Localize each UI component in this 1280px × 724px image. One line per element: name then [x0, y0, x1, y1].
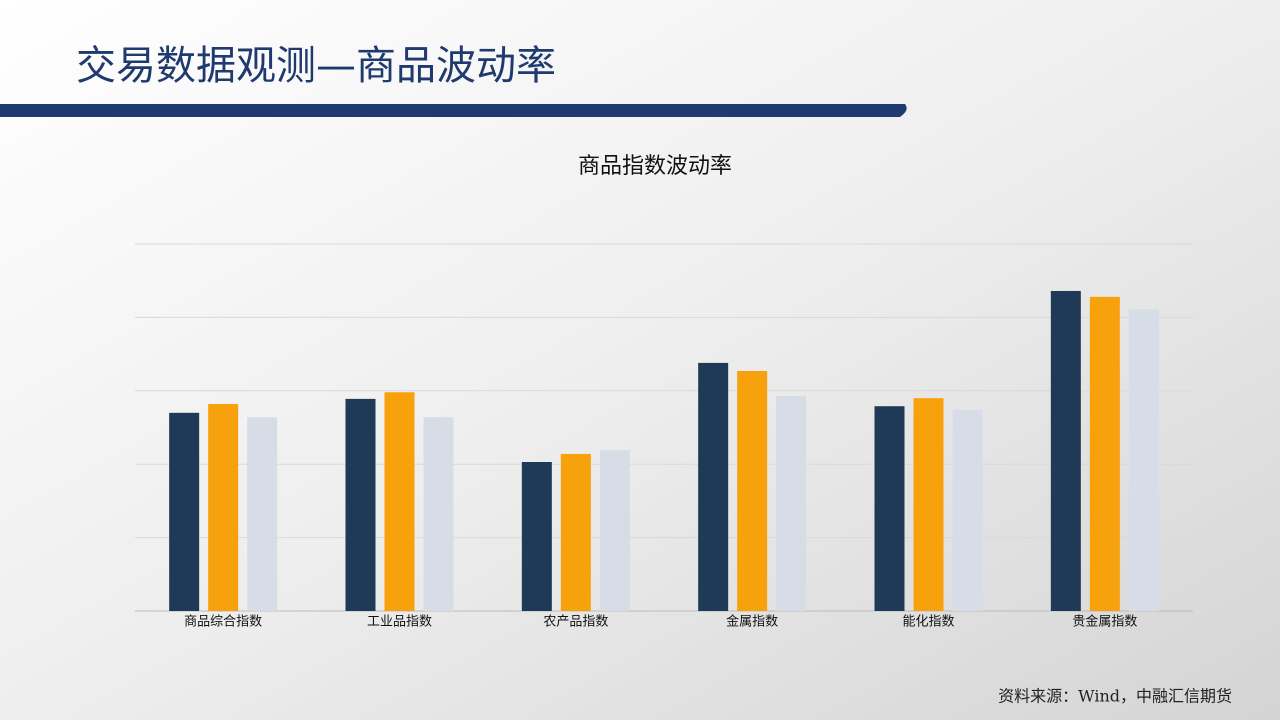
- x-tick-label: 农产品指数: [543, 615, 608, 630]
- bar: [1089, 296, 1120, 611]
- x-tick-label: 能化指数: [902, 615, 954, 630]
- bar: [874, 406, 905, 611]
- header-bar: [0, 104, 907, 117]
- bar: [1128, 309, 1159, 611]
- bar: [247, 417, 278, 611]
- x-tick-label: 商品综合指数: [184, 615, 262, 630]
- bar: [952, 409, 983, 611]
- bar: [737, 370, 768, 611]
- bar: [776, 395, 807, 611]
- source-note: 资料来源：Wind，中融汇信期货: [998, 687, 1232, 706]
- bar: [1050, 290, 1081, 611]
- chart-title: 商品指数波动率: [578, 154, 732, 179]
- x-tick-label: 金属指数: [726, 614, 778, 630]
- slide-title: 交易数据观测—商品波动率: [76, 43, 556, 89]
- x-tick-label: 工业品指数: [367, 615, 432, 630]
- bar: [208, 404, 239, 611]
- bar: [560, 453, 591, 611]
- bar: [913, 398, 944, 611]
- bar: [698, 362, 729, 611]
- x-tick-label: 贵金属指数: [1072, 614, 1137, 630]
- bar: [384, 392, 415, 611]
- bar: [169, 412, 200, 611]
- bar: [599, 450, 630, 611]
- bar: [345, 398, 376, 611]
- bar: [521, 461, 552, 611]
- bar: [423, 417, 454, 611]
